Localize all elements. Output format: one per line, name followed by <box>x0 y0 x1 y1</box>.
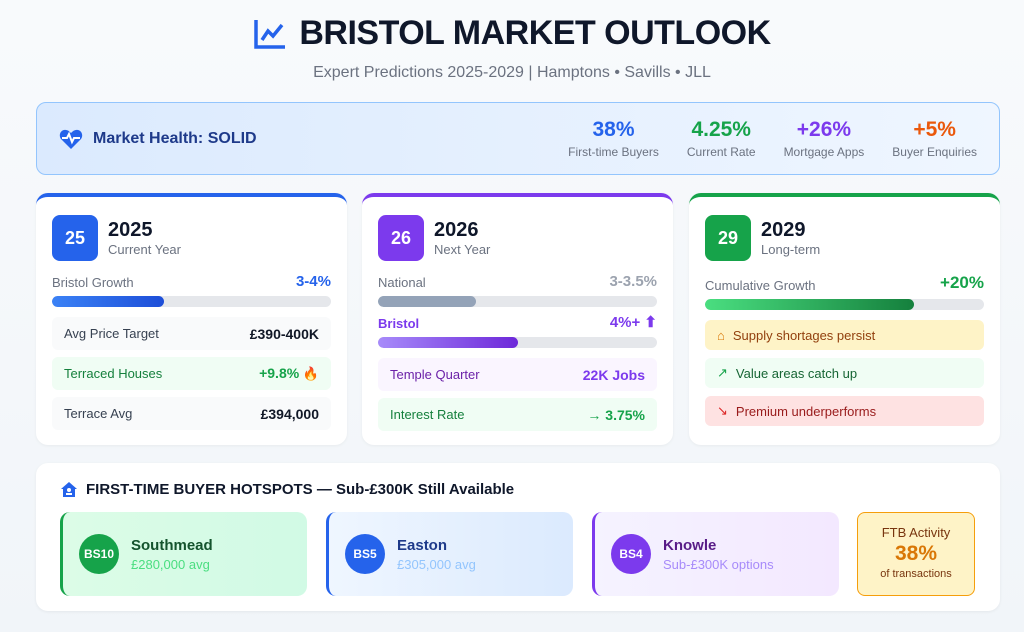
bristol-growth-bar <box>52 296 331 307</box>
bar-fill <box>378 296 476 307</box>
list-item: Terraced Houses +9.8% 🔥 <box>52 357 331 390</box>
ftb-activity-box: FTB Activity 38% of transactions <box>857 512 975 596</box>
list-item: ↘ Premium underperforms <box>705 396 984 426</box>
home-icon <box>61 482 77 497</box>
bristol-growth-bar <box>378 337 657 348</box>
trend-up-icon: ↗ <box>717 365 728 380</box>
stat-buyer-enquiries: +5% Buyer Enquiries <box>892 118 977 159</box>
list-item: Temple Quarter 22K Jobs <box>378 358 657 391</box>
hotspot-easton[interactable]: BS5 Easton £305,000 avg <box>326 512 573 596</box>
national-growth-bar <box>378 296 657 307</box>
list-item: ⌂ Supply shortages persist <box>705 320 984 350</box>
hotspots-panel: FIRST-TIME BUYER HOTSPOTS — Sub-£300K St… <box>36 463 1000 611</box>
heartbeat-icon <box>59 129 83 149</box>
card-2025: 25 2025 Current Year Bristol Growth 3-4% Av… <box>36 193 347 445</box>
market-health-banner: Market Health: SOLID 38% First-time Buyer… <box>36 102 1000 175</box>
list-item: Interest Rate → 3.75% <box>378 398 657 431</box>
year-badge: 25 <box>52 215 98 261</box>
health-label: Market Health: SOLID <box>93 129 257 147</box>
fire-icon: 🔥 <box>302 366 319 381</box>
list-item: Avg Price Target £390-400K <box>52 317 331 350</box>
home-icon: ⌂ <box>717 327 725 343</box>
hotspot-knowle[interactable]: BS4 Knowle Sub-£300K options <box>592 512 839 596</box>
list-item: Terrace Avg £394,000 <box>52 397 331 430</box>
bar-fill <box>52 296 164 307</box>
hotspot-southmead[interactable]: BS10 Southmead £280,000 avg <box>60 512 307 596</box>
page-title: BRISTOL MARKET OUTLOOK <box>0 14 1024 53</box>
stat-current-rate: 4.25% Current Rate <box>686 118 756 159</box>
year-badge: 26 <box>378 215 424 261</box>
year-badge: 29 <box>705 215 751 261</box>
trend-down-icon: ↘ <box>717 403 728 418</box>
stat-first-time-buyers: 38% First-time Buyers <box>568 118 659 159</box>
list-item: ↗ Value areas catch up <box>705 358 984 388</box>
cumulative-growth-bar <box>705 299 984 310</box>
subtitle: Expert Predictions 2025-2029 | Hamptons … <box>313 64 711 81</box>
bar-fill <box>705 299 915 310</box>
card-2026: 26 2026 Next Year National 3-3.5% Bristol 4%… <box>362 193 673 445</box>
card-2029: 29 2029 Long-term Cumulative Growth +20% ⌂ S… <box>689 193 1000 445</box>
chart-line-icon <box>254 19 286 49</box>
title-text: BRISTOL MARKET OUTLOOK <box>299 14 771 52</box>
stat-mortgage-apps: +26% Mortgage Apps <box>783 118 865 159</box>
bar-fill <box>378 337 518 348</box>
